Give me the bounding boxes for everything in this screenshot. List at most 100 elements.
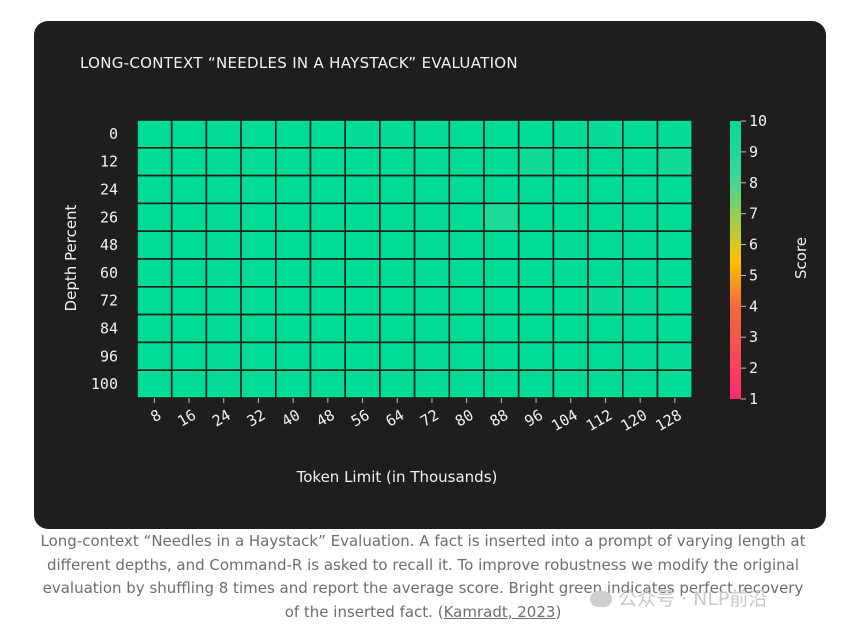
- heatmap-cell: [413, 285, 451, 316]
- x-tick-label: 40: [279, 406, 304, 431]
- heatmap-cell: [240, 369, 277, 399]
- heatmap-cell: [170, 147, 208, 177]
- heatmap-cell: [205, 202, 242, 232]
- heatmap-cell: [205, 369, 242, 399]
- x-tick-label: 72: [417, 406, 442, 431]
- heatmap-cell: [309, 258, 347, 288]
- heatmap-cell: [656, 230, 694, 260]
- colorbar-tick-label: 5: [749, 266, 758, 284]
- heatmap-cell: [587, 230, 624, 260]
- heatmap-cell: [274, 119, 312, 149]
- y-tick-label: 0: [109, 125, 118, 143]
- heatmap-cell: [448, 230, 485, 260]
- heatmap-cell: [309, 119, 347, 149]
- heatmap-cell: [136, 147, 173, 177]
- heatmap-cell: [136, 313, 173, 344]
- colorbar-tick-label: 9: [749, 143, 758, 161]
- colorbar-label: Score: [792, 237, 810, 279]
- heatmap-cell: [517, 369, 555, 399]
- heatmap-cell: [656, 119, 694, 149]
- heatmap-cell: [448, 147, 485, 177]
- heatmap-cell: [621, 230, 659, 260]
- heatmap-cell: [240, 285, 277, 316]
- heatmap-cell: [621, 258, 659, 288]
- heatmap-cell: [344, 285, 381, 316]
- heatmap-cell: [621, 285, 659, 316]
- colorbar: [730, 121, 741, 399]
- y-tick-label: 84: [100, 320, 118, 338]
- x-tick-label: 64: [383, 406, 408, 431]
- heatmap-cell: [621, 313, 659, 344]
- heatmap-cell: [448, 174, 485, 205]
- heatmap-cell: [170, 119, 208, 149]
- heatmap-cell: [517, 147, 555, 177]
- x-tick-label: 128: [652, 406, 684, 435]
- heatmap-cell: [448, 258, 485, 288]
- heatmap-cell: [344, 369, 381, 399]
- heatmap-cell: [170, 202, 208, 232]
- heatmap-cell: [274, 202, 312, 232]
- watermark: 公众号 · NLP前沿: [590, 584, 767, 611]
- colorbar-tick-label: 4: [749, 297, 758, 315]
- heatmap-cell: [483, 230, 520, 260]
- heatmap-cell: [517, 341, 555, 371]
- heatmap-cell: [170, 258, 208, 288]
- heatmap-cell: [170, 285, 208, 316]
- heatmap-cell: [240, 202, 277, 232]
- heatmap-cell: [309, 341, 347, 371]
- heatmap-cell: [240, 147, 277, 177]
- heatmap-cell: [379, 341, 416, 371]
- heatmap-cell: [448, 341, 485, 371]
- colorbar-tick-label: 1: [749, 390, 758, 408]
- colorbar-tick-label: 10: [749, 112, 767, 130]
- figure-caption: Long-context “Needles in a Haystack” Eva…: [40, 530, 806, 624]
- heatmap-cell: [136, 369, 173, 399]
- heatmap-cell: [170, 174, 208, 205]
- citation-link[interactable]: Kamradt, 2023: [443, 602, 556, 621]
- colorbar-tick-label: 2: [749, 359, 758, 377]
- heatmap-cell: [552, 174, 589, 205]
- heatmap-cell: [205, 258, 242, 288]
- heatmap-cell: [309, 202, 347, 232]
- heatmap-cell: [656, 369, 694, 399]
- heatmap-cell: [413, 258, 451, 288]
- x-tick-label: 24: [209, 406, 234, 431]
- heatmap-cell: [413, 119, 451, 149]
- heatmap-cell: [552, 341, 589, 371]
- heatmap-cell: [483, 313, 520, 344]
- colorbar-tick-label: 8: [749, 174, 758, 192]
- heatmap-cell: [136, 174, 173, 205]
- heatmap-cell: [379, 202, 416, 232]
- y-tick-label: 48: [100, 236, 118, 254]
- colorbar-tick-label: 3: [749, 328, 758, 346]
- heatmap-cell: [309, 313, 347, 344]
- heatmap-cell: [656, 341, 694, 371]
- y-tick-label: 24: [100, 181, 118, 199]
- x-tick-label: 8: [148, 406, 165, 426]
- y-tick-label: 100: [91, 375, 118, 393]
- y-tick-label: 60: [100, 264, 118, 282]
- heatmap-cell: [552, 369, 589, 399]
- caption-text: Long-context “Needles in a Haystack” Eva…: [40, 532, 806, 621]
- heatmap-cell: [483, 202, 520, 232]
- heatmap-cell: [656, 147, 694, 177]
- y-tick-label: 96: [100, 347, 118, 365]
- heatmap-cell: [517, 285, 555, 316]
- x-tick-label: 80: [452, 406, 477, 431]
- heatmap-cell: [517, 119, 555, 149]
- heatmap-cell: [587, 285, 624, 316]
- heatmap-cell: [483, 285, 520, 316]
- heatmap-cell: [413, 369, 451, 399]
- heatmap-cell: [656, 174, 694, 205]
- x-tick-label: 32: [244, 406, 269, 431]
- heatmap-cell: [274, 341, 312, 371]
- heatmap-cell: [552, 202, 589, 232]
- heatmap-cell: [274, 285, 312, 316]
- heatmap-cell: [621, 147, 659, 177]
- colorbar-tick-label: 7: [749, 205, 758, 223]
- heatmap-cell: [136, 285, 173, 316]
- heatmap-cell: [344, 147, 381, 177]
- heatmap-cell: [205, 313, 242, 344]
- x-tick-label: 48: [313, 406, 338, 431]
- x-tick-label: 16: [174, 406, 199, 431]
